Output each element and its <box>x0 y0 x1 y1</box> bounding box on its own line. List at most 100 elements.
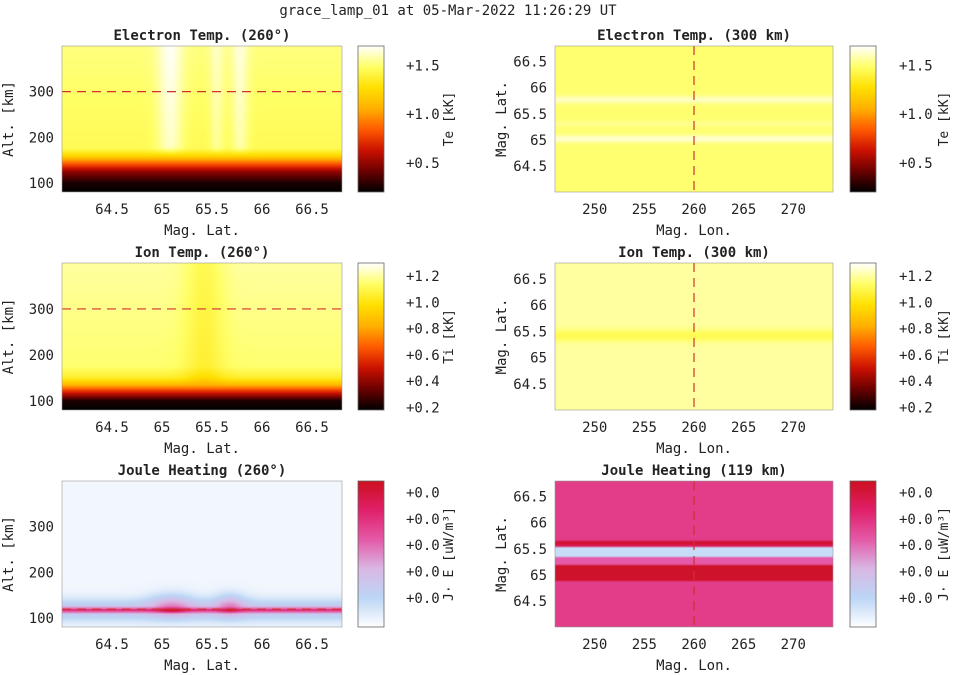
colorbar-tick-label: +0.0 <box>899 486 933 502</box>
x-tick-label: 66 <box>254 637 271 653</box>
colorbar-tick-label: +0.6 <box>899 348 933 364</box>
x-tick-label: 250 <box>582 202 607 218</box>
colorbar-tick-label: +0.0 <box>899 512 933 528</box>
panel-title: Electron Temp. (260°) <box>113 28 290 44</box>
colorbar-tick-label: +0.5 <box>406 156 440 172</box>
panel-title: Ion Temp. (260°) <box>135 245 270 261</box>
y-tick-label: 66 <box>530 298 547 314</box>
y-tick-label: 66.5 <box>513 55 547 71</box>
colorbar-tick-label: +1.5 <box>899 58 933 74</box>
colorbar-label: Te [kK] <box>442 92 457 147</box>
x-tick-label: 270 <box>781 637 806 653</box>
y-tick-label: 65.5 <box>513 324 547 340</box>
colorbar-frame <box>357 480 385 628</box>
colorbar-label: J· E [uW/m³] <box>442 507 457 601</box>
x-axis-label: Mag. Lon. <box>656 441 732 457</box>
panel-joule-alt: Joule Heating (260°) 64.5 65 65.5 66 66.5 100 2… <box>1 463 457 674</box>
colorbar <box>358 481 384 627</box>
colorbar-tick-label: +0.6 <box>406 348 440 364</box>
colorbar-tick-label: +1.0 <box>899 107 933 123</box>
x-tick-label: 260 <box>681 202 706 218</box>
y-tick-label: 100 <box>29 611 54 627</box>
y-tick-label: 65 <box>530 133 547 149</box>
colorbar-label: Ti [kK] <box>442 309 457 364</box>
y-tick-label: 100 <box>29 176 54 192</box>
y-tick-label: 200 <box>29 565 54 581</box>
y-tick-label: 66.5 <box>513 272 547 288</box>
y-tick-label: 64.5 <box>513 594 547 610</box>
x-tick-label: 64.5 <box>95 420 129 436</box>
y-tick-label: 300 <box>29 85 54 101</box>
colorbar <box>850 263 876 410</box>
x-tick-label: 64.5 <box>95 637 129 653</box>
colorbar-tick-label: +0.8 <box>899 322 933 338</box>
x-axis-label: Mag. Lon. <box>656 223 732 239</box>
plot-frame <box>61 262 343 411</box>
colorbar-tick-label: +0.2 <box>406 400 440 416</box>
colorbar-tick-label: +1.0 <box>406 107 440 123</box>
y-axis-label: Mag. Lat. <box>494 81 510 157</box>
y-tick-label: 66.5 <box>513 490 547 506</box>
panel-title: Joule Heating (119 km) <box>601 463 786 479</box>
y-tick-label: 100 <box>29 394 54 410</box>
y-tick-label: 66 <box>530 516 547 532</box>
y-tick-label: 65 <box>530 351 547 367</box>
colorbar-frame <box>849 262 877 411</box>
colorbar-tick-label: +0.0 <box>406 565 440 581</box>
colorbar-tick-label: +1.5 <box>406 58 440 74</box>
x-tick-label: 250 <box>582 420 607 436</box>
x-tick-label: 65.5 <box>195 202 229 218</box>
x-tick-label: 270 <box>781 420 806 436</box>
colorbar-frame <box>357 45 385 193</box>
colorbar-label: Ti [kK] <box>937 309 952 364</box>
x-tick-label: 260 <box>681 637 706 653</box>
y-tick-label: 64.5 <box>513 159 547 175</box>
x-axis-label: Mag. Lat. <box>164 223 240 239</box>
colorbar <box>850 481 876 627</box>
x-tick-label: 265 <box>731 202 756 218</box>
x-tick-label: 250 <box>582 637 607 653</box>
panel-title: Ion Temp. (300 km) <box>618 245 770 261</box>
colorbar-frame <box>849 45 877 193</box>
panel-te-alt: Electron Temp. (260°) 64.5 65 65.5 66 66.5 100… <box>1 28 457 239</box>
panel-title: Joule Heating (260°) <box>118 463 287 479</box>
figure-suptitle: grace_lamp_01 at 05-Mar-2022 11:26:29 UT <box>279 3 617 19</box>
colorbar-tick-label: +1.2 <box>899 269 933 285</box>
colorbar-frame <box>849 480 877 628</box>
x-tick-label: 66 <box>254 420 271 436</box>
colorbar-tick-label: +0.4 <box>899 374 933 390</box>
x-tick-label: 270 <box>781 202 806 218</box>
x-tick-label: 66.5 <box>295 202 329 218</box>
colorbar-label: J· E [uW/m³] <box>937 507 952 601</box>
x-tick-label: 65 <box>154 420 171 436</box>
y-tick-label: 200 <box>29 130 54 146</box>
colorbar-tick-label: +0.0 <box>406 486 440 502</box>
colorbar <box>358 263 384 410</box>
y-tick-label: 300 <box>29 302 54 318</box>
colorbar-tick-label: +0.5 <box>899 156 933 172</box>
colorbar-tick-label: +0.2 <box>899 400 933 416</box>
y-tick-label: 66 <box>530 81 547 97</box>
colorbar <box>358 46 384 192</box>
x-tick-label: 65.5 <box>195 637 229 653</box>
x-axis-label: Mag. Lat. <box>164 658 240 674</box>
x-tick-label: 65 <box>154 637 171 653</box>
heatmap-image <box>62 481 342 627</box>
colorbar-label: Te [kK] <box>937 92 952 147</box>
colorbar-tick-label: +0.4 <box>406 374 440 390</box>
y-tick-label: 300 <box>29 520 54 536</box>
y-tick-label: 64.5 <box>513 377 547 393</box>
y-axis-label: Mag. Lat. <box>494 299 510 375</box>
x-tick-label: 255 <box>632 420 657 436</box>
x-axis-label: Mag. Lat. <box>164 441 240 457</box>
y-axis-label: Alt. [km] <box>1 299 17 375</box>
colorbar <box>850 46 876 192</box>
colorbar-frame <box>357 262 385 411</box>
colorbar-tick-label: +1.0 <box>406 295 440 311</box>
y-axis-label: Mag. Lat. <box>494 516 510 592</box>
x-tick-label: 66.5 <box>295 637 329 653</box>
x-tick-label: 255 <box>632 202 657 218</box>
x-axis-label: Mag. Lon. <box>656 658 732 674</box>
panel-title: Electron Temp. (300 km) <box>597 28 791 44</box>
colorbar-tick-label: +0.0 <box>899 591 933 607</box>
